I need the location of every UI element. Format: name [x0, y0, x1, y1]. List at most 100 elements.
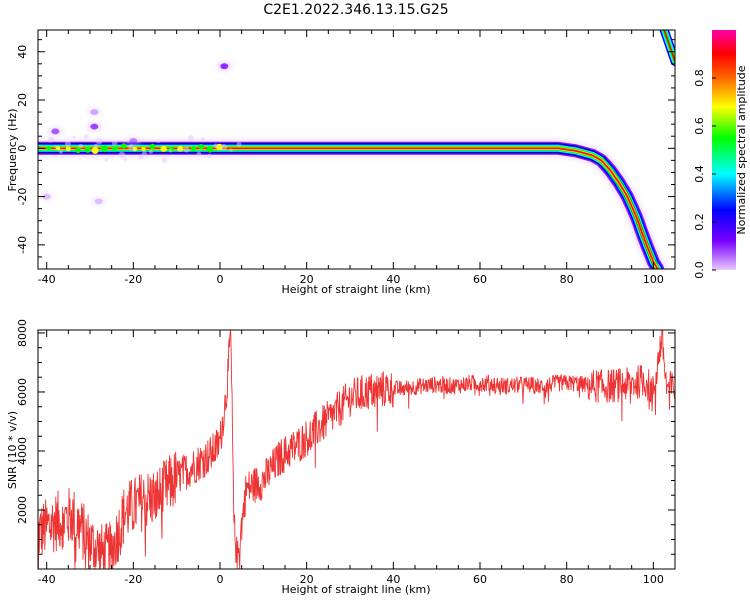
snr-y-tick-label: 2000	[16, 496, 29, 524]
ridge-haze	[148, 149, 153, 154]
spectrogram-x-tick-label: 80	[560, 273, 574, 286]
spectral-blob	[125, 136, 142, 147]
spectrogram-y-tick-label: -40	[16, 236, 29, 254]
colorbar-tick-label: 0.0	[693, 261, 706, 279]
spectrogram-y-tick-label: 20	[16, 93, 29, 107]
snr-x-axis: -40 -20 0 20 40 60 80 100	[38, 330, 676, 586]
spectral-blob-core	[90, 123, 99, 130]
ridge-haze	[78, 143, 84, 149]
ridge-speckle	[191, 146, 197, 152]
ridge-haze	[236, 141, 242, 147]
ridge-band-7	[38, 147, 659, 269]
snr-x-tick-label: 60	[473, 573, 487, 586]
ridge-speckle	[46, 145, 51, 151]
ridge-speckle	[65, 146, 71, 152]
spectrogram-y-axis-label: Frequency (Hz)	[6, 109, 19, 192]
ridge-haze	[118, 151, 126, 158]
ridge-speckle	[141, 146, 146, 152]
snr-y-axis-label: SNR (10 * v/v)	[6, 411, 19, 489]
ridge-speckle	[198, 143, 204, 150]
ridge-haze	[104, 157, 109, 162]
ridge-haze	[229, 148, 233, 152]
spectrogram-y-tick-label: -20	[16, 188, 29, 206]
snr-panel: -40 -20 0 20 40 60 80 100 8000 6000 4000 2000 Heig…	[6, 319, 676, 596]
snr-x-tick-label: 100	[643, 573, 664, 586]
ridge-speckle	[91, 147, 99, 154]
ridge-speckle	[206, 146, 213, 153]
ridge-speckle	[149, 143, 156, 150]
ridge-haze	[183, 146, 190, 153]
snr-y-tick-label: 4000	[16, 437, 29, 465]
ridge-haze	[123, 157, 128, 162]
ridge-haze	[64, 140, 71, 147]
colorbar-gradient	[712, 30, 736, 270]
ridge-haze	[220, 144, 228, 151]
spectral-blob-core	[220, 63, 229, 70]
colorbar-tick-label: 0.6	[693, 117, 706, 135]
ridge-haze	[213, 143, 219, 149]
snr-y-tick-label: 8000	[16, 319, 29, 347]
ridge-speckle	[75, 147, 81, 154]
spectral-blob	[38, 191, 55, 202]
spectrogram-frame	[37, 29, 676, 270]
spectrogram-x-tick-label: 100	[643, 273, 664, 286]
spectral-blob-core	[90, 109, 99, 116]
spectrogram-image	[38, 30, 675, 269]
ridge-edge-lower	[38, 153, 655, 269]
snr-x-tick-label: -40	[38, 573, 56, 586]
spectrogram-x-tick-label: 60	[473, 273, 487, 286]
spectrogram-x-axis-label: Height of straight line (km)	[281, 283, 430, 296]
colorbar-label: Normalized spectral amplitude	[735, 65, 748, 234]
snr-x-axis-label: Height of straight line (km)	[281, 583, 430, 596]
colorbar-tick-label: 0.8	[693, 69, 706, 87]
colorbar-tick-label: 0.4	[693, 165, 706, 183]
spectrogram-x-tick-label: -20	[124, 273, 142, 286]
ridge-speckle	[121, 143, 127, 149]
spectral-blob-core	[94, 198, 103, 205]
ridge-haze	[201, 137, 205, 141]
ridge-haze	[168, 148, 173, 153]
ridge-speckle	[160, 145, 167, 152]
ridge-haze	[128, 144, 135, 151]
spectrogram-x-tick-label: -40	[38, 273, 56, 286]
spectral-blob-core	[51, 128, 60, 135]
snr-x-tick-label: 80	[560, 573, 574, 586]
snr-frame	[37, 329, 676, 570]
ridge-haze	[177, 148, 181, 152]
ridge-speckle	[84, 147, 91, 153]
ridge-haze	[207, 153, 212, 158]
ridge-haze	[188, 134, 195, 141]
snr-plot-area	[38, 330, 675, 569]
snr-x-tick-label: 40	[386, 573, 400, 586]
figure-title: C2E1.2022.346.13.15.G25	[263, 2, 448, 18]
ridge-haze	[156, 139, 161, 144]
colorbar-tick-label: 0.2	[693, 213, 706, 231]
snr-y-axis: 8000 6000 4000 2000	[16, 319, 675, 555]
ridge-haze	[95, 137, 103, 145]
spectrogram-panel: -40 -20 0 20 40 60 80 100 40 20 0 -20 -40 Height of…	[6, 29, 676, 296]
ridge-haze	[141, 151, 147, 157]
spectrogram-y-tick-label: 0	[16, 145, 29, 152]
spectrogram-y-axis: 40 20 0 -20 -40	[16, 39, 675, 258]
ridge-haze	[83, 134, 89, 139]
snr-y-tick-label: 6000	[16, 378, 29, 406]
ridge-haze	[54, 145, 58, 149]
ridge-edge-upper	[38, 143, 658, 265]
spectral-blob-core	[129, 138, 138, 145]
ridge-haze	[161, 157, 168, 164]
ridge-speckle	[112, 145, 119, 152]
spectral-blob	[86, 107, 103, 118]
ridge2-band-3	[663, 30, 675, 63]
ridge-haze	[138, 154, 144, 160]
ridge-haze	[111, 140, 118, 147]
spectrogram-x-tick-label: 0	[217, 273, 224, 286]
snr-series-line	[38, 330, 675, 569]
spectral-blob-core	[42, 193, 51, 200]
spectrogram-y-tick-label: 40	[16, 45, 29, 59]
spectrogram-x-tick-label: 40	[386, 273, 400, 286]
snr-x-tick-label: 0	[217, 573, 224, 586]
ridge-haze	[196, 151, 202, 157]
ridge-haze	[72, 135, 76, 139]
